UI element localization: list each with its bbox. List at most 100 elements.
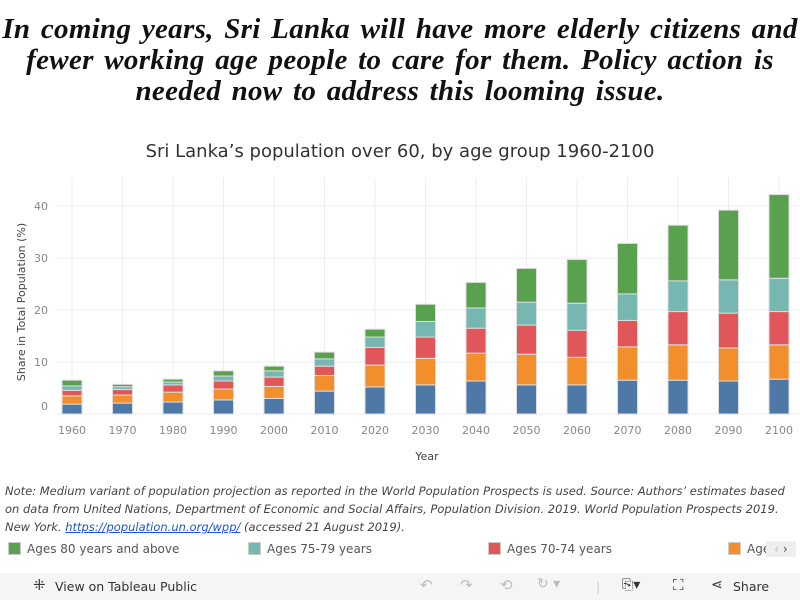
y-tick-label: 30 <box>34 252 48 265</box>
bar-segment <box>465 281 487 309</box>
legend-next-button[interactable]: › <box>782 542 788 556</box>
bar-segment <box>768 378 790 415</box>
x-tick-label: 1990 <box>210 424 238 437</box>
legend-label: Ages 75-79 years <box>267 542 372 556</box>
y-tick-label: 0 <box>41 400 48 413</box>
bar-segment <box>112 389 133 396</box>
view-on-tableau-link[interactable]: View on Tableau Public <box>55 579 198 594</box>
tableau-toolbar: ⁜ View on Tableau Public ↶ ↷ ⟲ ↻ ▾ | ⎘▾ … <box>0 573 800 600</box>
legend-swatch <box>8 542 21 555</box>
bar-segment <box>566 356 588 386</box>
y-tick-label: 40 <box>34 200 48 213</box>
x-tick-label: 2080 <box>664 424 692 437</box>
note-suffix: (accessed 21 August 2019). <box>240 520 405 534</box>
bar-segment <box>718 209 739 281</box>
bar-segment <box>213 380 234 390</box>
bar-segment <box>667 344 689 381</box>
download-icon[interactable]: ⎘▾ <box>622 577 641 593</box>
legend-label: Age <box>747 542 771 556</box>
x-tick-label: 1970 <box>109 424 137 437</box>
bar-segment <box>516 324 537 355</box>
bar-segment <box>516 267 537 303</box>
x-axis-title: Year <box>414 450 439 463</box>
legend-item-orange[interactable]: Age <box>728 542 770 556</box>
bar-segment <box>112 383 133 388</box>
legend-item-70-74[interactable]: Ages 70-74 years <box>488 542 612 556</box>
bar-segment <box>566 384 588 415</box>
bar-segment <box>718 347 739 382</box>
bar-segment <box>61 395 83 405</box>
x-tick-label: 2020 <box>361 424 389 437</box>
bar-segment <box>667 280 689 313</box>
bar-segment <box>667 379 689 415</box>
bar-segment <box>364 328 386 338</box>
undo-icon[interactable]: ↶ <box>420 576 433 594</box>
y-tick-label: 10 <box>34 356 48 369</box>
fullscreen-icon[interactable]: ⛶ <box>673 576 684 594</box>
y-tick-label: 20 <box>34 304 48 317</box>
bar-segment <box>465 380 487 415</box>
bar-segment <box>617 346 638 381</box>
bar-segment <box>213 388 234 401</box>
bar-segment <box>415 303 436 322</box>
revert-icon[interactable]: ⟲ <box>500 576 513 594</box>
bar-segment <box>314 358 335 367</box>
wpp-link[interactable]: https://population.un.org/wpp/ <box>65 520 241 534</box>
bar-segment <box>162 401 184 415</box>
x-tick-label: 2090 <box>715 424 743 437</box>
bar-segment <box>516 301 537 326</box>
toolbar-divider: | <box>596 579 601 594</box>
bar-segment <box>263 370 285 378</box>
bar-segment <box>718 312 739 349</box>
x-tick-label: 2000 <box>260 424 288 437</box>
bar-segment <box>364 346 386 366</box>
share-button[interactable]: Share <box>733 579 770 594</box>
bar-segment <box>465 327 487 354</box>
bar-segment <box>617 319 638 348</box>
bar-segment <box>314 365 335 377</box>
bar-segment <box>263 385 285 399</box>
bar-segment <box>61 385 83 391</box>
bar-segment <box>364 336 386 348</box>
bar-segment <box>415 336 436 359</box>
headline: In coming years, Sri Lanka will have mor… <box>2 13 798 107</box>
legend: Ages 80 years and above Ages 75-79 years… <box>0 540 780 562</box>
bar-segment <box>364 386 386 415</box>
y-axis-title: Share in Total Population (%) <box>15 223 28 381</box>
bar-segment <box>314 390 335 415</box>
legend-scroll[interactable]: ‹ › <box>766 541 796 557</box>
bar-segment <box>61 403 83 415</box>
legend-swatch <box>728 542 741 555</box>
bar-segment <box>162 391 184 403</box>
bar-segment <box>465 307 487 329</box>
bar-segment <box>112 394 133 404</box>
bar-segment <box>465 352 487 382</box>
bar-segment <box>617 293 638 321</box>
bar-segment <box>617 242 638 295</box>
share-icon[interactable]: ⋖ <box>711 577 723 593</box>
bar-segment <box>213 370 234 377</box>
refresh-icon[interactable]: ↻ ▾ <box>537 576 561 592</box>
tableau-logo-icon: ⁜ <box>33 576 46 594</box>
legend-label: Ages 70-74 years <box>507 542 612 556</box>
legend-item-75-79[interactable]: Ages 75-79 years <box>248 542 372 556</box>
source-note: Note: Medium variant of population proje… <box>5 482 795 536</box>
bar-segment <box>162 384 184 393</box>
bar-segment <box>162 378 184 383</box>
x-tick-label: 2010 <box>311 424 339 437</box>
bar-segment <box>516 384 537 415</box>
x-tick-label: 2050 <box>513 424 541 437</box>
bar-segment <box>566 259 588 304</box>
legend-prev-button[interactable]: ‹ <box>774 542 780 556</box>
bar-segment <box>718 380 739 415</box>
bar-segment <box>61 379 83 387</box>
bar-segment <box>718 279 739 314</box>
bar-segment <box>61 389 83 397</box>
note-text: Note: Medium variant of population proje… <box>5 484 785 534</box>
legend-item-80plus[interactable]: Ages 80 years and above <box>8 542 179 556</box>
x-tick-label: 2040 <box>462 424 490 437</box>
bar-segment <box>768 311 790 346</box>
bar-segment <box>112 402 133 415</box>
redo-icon[interactable]: ↷ <box>460 576 473 594</box>
